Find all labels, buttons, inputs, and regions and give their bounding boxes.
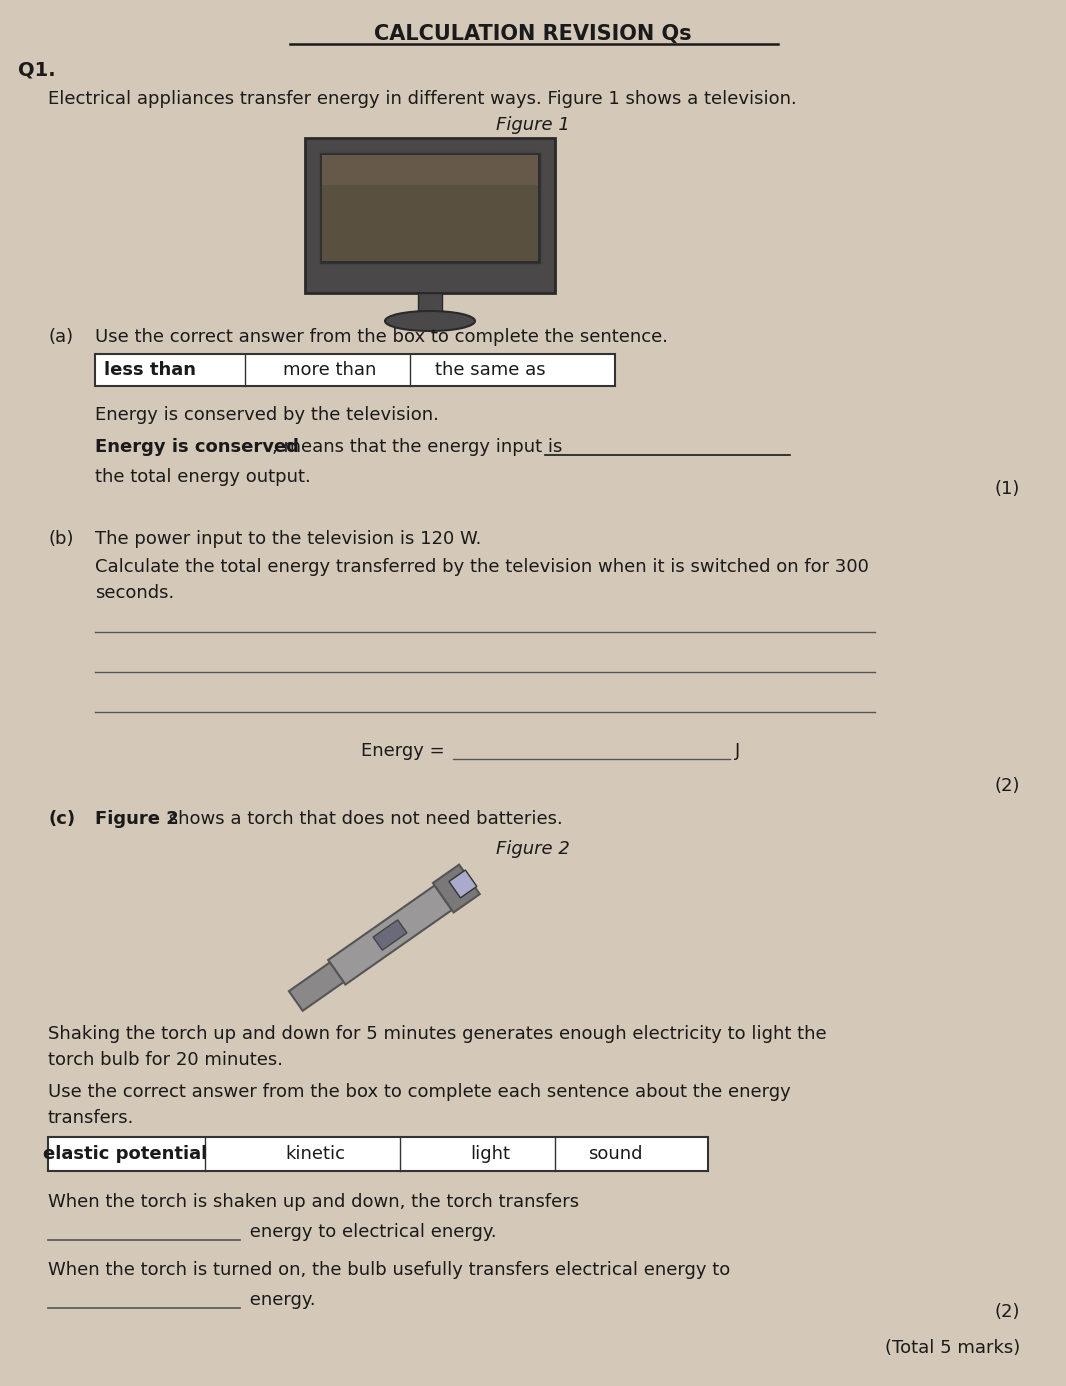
Text: Use the correct answer from the box to complete the sentence.: Use the correct answer from the box to c… — [95, 328, 668, 346]
Polygon shape — [289, 962, 343, 1010]
Polygon shape — [328, 886, 452, 984]
Text: energy.: energy. — [244, 1290, 316, 1308]
Text: energy to electrical energy.: energy to electrical energy. — [244, 1222, 497, 1240]
Text: Shaking the torch up and down for 5 minutes generates enough electricity to ligh: Shaking the torch up and down for 5 minu… — [48, 1026, 826, 1044]
Ellipse shape — [385, 310, 475, 331]
Text: Q1.: Q1. — [18, 60, 55, 79]
Text: Use the correct answer from the box to complete each sentence about the energy: Use the correct answer from the box to c… — [48, 1082, 791, 1100]
Text: seconds.: seconds. — [95, 584, 174, 602]
Text: (a): (a) — [48, 328, 74, 346]
Bar — [95, 353, 615, 385]
Text: Figure 2: Figure 2 — [95, 809, 179, 827]
Bar — [322, 155, 538, 184]
Text: Energy is conserved: Energy is conserved — [95, 438, 298, 456]
Text: Figure 1: Figure 1 — [496, 116, 570, 134]
Text: transfers.: transfers. — [48, 1109, 134, 1127]
Bar — [48, 1137, 708, 1171]
Text: Figure 2: Figure 2 — [496, 840, 570, 858]
Text: (2): (2) — [995, 1303, 1020, 1321]
Text: When the torch is shaken up and down, the torch transfers: When the torch is shaken up and down, th… — [48, 1193, 579, 1211]
Polygon shape — [373, 920, 407, 951]
Bar — [418, 292, 442, 313]
Text: Calculate the total energy transferred by the television when it is switched on : Calculate the total energy transferred b… — [95, 559, 869, 577]
Text: Energy =: Energy = — [360, 742, 450, 760]
Text: J: J — [734, 742, 740, 760]
Text: When the torch is turned on, the bulb usefully transfers electrical energy to: When the torch is turned on, the bulb us… — [48, 1261, 730, 1279]
Text: more than: more than — [284, 360, 376, 378]
Text: light: light — [470, 1145, 510, 1163]
Text: Electrical appliances transfer energy in different ways. Figure 1 shows a televi: Electrical appliances transfer energy in… — [48, 90, 796, 108]
Polygon shape — [449, 870, 477, 898]
Bar — [305, 139, 555, 292]
Text: , means that the energy input is: , means that the energy input is — [272, 438, 563, 456]
Text: the same as: the same as — [435, 360, 546, 378]
Text: (c): (c) — [48, 809, 75, 827]
Text: torch bulb for 20 minutes.: torch bulb for 20 minutes. — [48, 1051, 282, 1069]
Text: the total energy output.: the total energy output. — [95, 468, 311, 486]
Bar — [322, 155, 538, 261]
Text: CALCULATION REVISION Qs: CALCULATION REVISION Qs — [374, 24, 692, 44]
Text: The power input to the television is 120 W.: The power input to the television is 120… — [95, 529, 482, 547]
Text: elastic potential: elastic potential — [43, 1145, 207, 1163]
Bar — [319, 152, 542, 263]
Text: (b): (b) — [48, 529, 74, 547]
Text: sound: sound — [587, 1145, 642, 1163]
Text: less than: less than — [104, 360, 196, 378]
Text: Energy is conserved by the television.: Energy is conserved by the television. — [95, 406, 439, 424]
Text: (1): (1) — [995, 480, 1020, 498]
Text: kinetic: kinetic — [285, 1145, 345, 1163]
Text: shows a torch that does not need batteries.: shows a torch that does not need batteri… — [163, 809, 563, 827]
Text: (Total 5 marks): (Total 5 marks) — [885, 1339, 1020, 1357]
Polygon shape — [433, 865, 480, 912]
Text: (2): (2) — [995, 778, 1020, 796]
